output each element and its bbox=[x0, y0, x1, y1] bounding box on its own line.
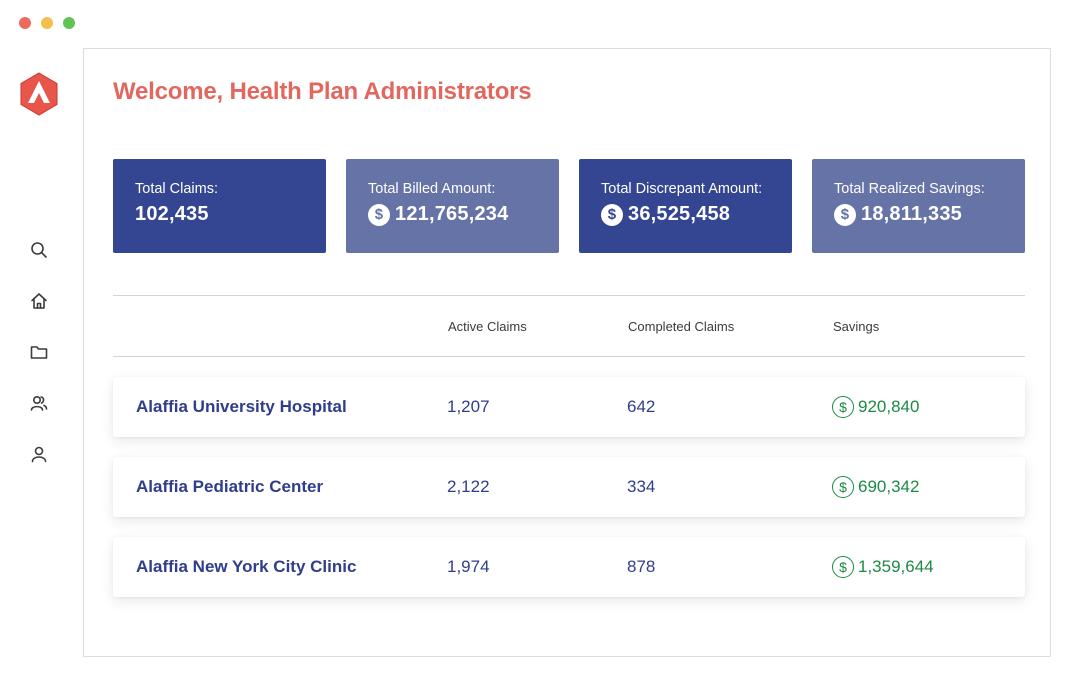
facility-name[interactable]: Alaffia University Hospital bbox=[136, 397, 347, 416]
facility-name[interactable]: Alaffia New York City Clinic bbox=[136, 557, 357, 576]
dollar-icon: $ bbox=[834, 203, 856, 226]
stat-card-total-savings: Total Realized Savings: $ 18,811,335 bbox=[812, 159, 1025, 253]
close-window-button[interactable] bbox=[19, 17, 31, 29]
savings-value: 1,359,644 bbox=[858, 557, 934, 576]
stat-value-row: $ 121,765,234 bbox=[368, 203, 559, 226]
stat-value: 18,811,335 bbox=[861, 203, 962, 225]
stats-cards: Total Claims: 102,435 Total Billed Amoun… bbox=[113, 159, 1025, 253]
dollar-icon: $ bbox=[601, 203, 623, 226]
minimize-window-button[interactable] bbox=[41, 17, 53, 29]
savings-value: 920,840 bbox=[858, 397, 920, 416]
sidebar-item-home[interactable] bbox=[29, 291, 49, 311]
sidebar-item-profile[interactable] bbox=[29, 444, 49, 464]
savings-value: 690,342 bbox=[858, 477, 920, 496]
stat-label: Total Realized Savings: bbox=[834, 181, 985, 197]
home-icon bbox=[31, 293, 47, 309]
stat-value-row: 102,435 bbox=[135, 203, 326, 226]
completed-claims-value: 334 bbox=[627, 477, 656, 496]
sidebar-item-search[interactable] bbox=[29, 240, 49, 260]
table-row[interactable]: Alaffia Pediatric Center 2,122 334 $ 690… bbox=[113, 457, 1025, 517]
users-icon bbox=[30, 395, 48, 411]
stat-value: 121,765,234 bbox=[395, 203, 509, 225]
table-top-divider bbox=[113, 295, 1025, 296]
main-panel: Welcome, Health Plan Administrators Tota… bbox=[83, 48, 1051, 657]
savings-cell: $ 920,840 bbox=[832, 377, 919, 437]
stat-card-total-discrepant: Total Discrepant Amount: $ 36,525,458 bbox=[579, 159, 792, 253]
window-controls bbox=[19, 17, 75, 29]
savings-cell: $ 1,359,644 bbox=[832, 537, 934, 597]
column-header-completed[interactable]: Completed Claims bbox=[628, 319, 735, 334]
stat-label: Total Discrepant Amount: bbox=[601, 181, 763, 197]
sidebar-item-folder[interactable] bbox=[29, 342, 49, 362]
facility-name[interactable]: Alaffia Pediatric Center bbox=[136, 477, 324, 496]
completed-claims-value: 878 bbox=[627, 557, 656, 576]
active-claims-value: 1,974 bbox=[447, 557, 490, 576]
folder-icon bbox=[30, 346, 48, 359]
savings-cell: $ 690,342 bbox=[832, 457, 919, 517]
completed-claims-value: 642 bbox=[627, 397, 656, 416]
stat-card-total-claims: Total Claims: 102,435 bbox=[113, 159, 326, 253]
dollar-icon: $ bbox=[368, 203, 390, 226]
user-icon bbox=[31, 446, 47, 463]
stat-value: 36,525,458 bbox=[628, 203, 731, 225]
dollar-icon: $ bbox=[832, 396, 854, 418]
stat-card-total-billed: Total Billed Amount: $ 121,765,234 bbox=[346, 159, 559, 253]
stat-value: 102,435 bbox=[135, 203, 209, 225]
maximize-window-button[interactable] bbox=[63, 17, 75, 29]
sidebar-nav bbox=[29, 240, 49, 464]
page-title: Welcome, Health Plan Administrators bbox=[113, 78, 532, 105]
table-header-divider bbox=[113, 356, 1025, 357]
stat-value-row: $ 18,811,335 bbox=[834, 203, 1025, 226]
search-icon bbox=[31, 242, 47, 258]
stat-label: Total Billed Amount: bbox=[368, 181, 496, 197]
dollar-icon: $ bbox=[832, 476, 854, 498]
stat-value-row: $ 36,525,458 bbox=[601, 203, 792, 226]
table-row[interactable]: Alaffia New York City Clinic 1,974 878 $… bbox=[113, 537, 1025, 597]
sidebar-item-users[interactable] bbox=[29, 393, 49, 413]
stat-label: Total Claims: bbox=[135, 181, 218, 197]
alaffia-logo[interactable] bbox=[20, 72, 58, 116]
dollar-icon: $ bbox=[832, 556, 854, 578]
column-header-savings[interactable]: Savings bbox=[833, 319, 880, 334]
active-claims-value: 1,207 bbox=[447, 397, 490, 416]
table-row[interactable]: Alaffia University Hospital 1,207 642 $ … bbox=[113, 377, 1025, 437]
active-claims-value: 2,122 bbox=[447, 477, 490, 496]
column-header-active[interactable]: Active Claims bbox=[448, 319, 527, 334]
